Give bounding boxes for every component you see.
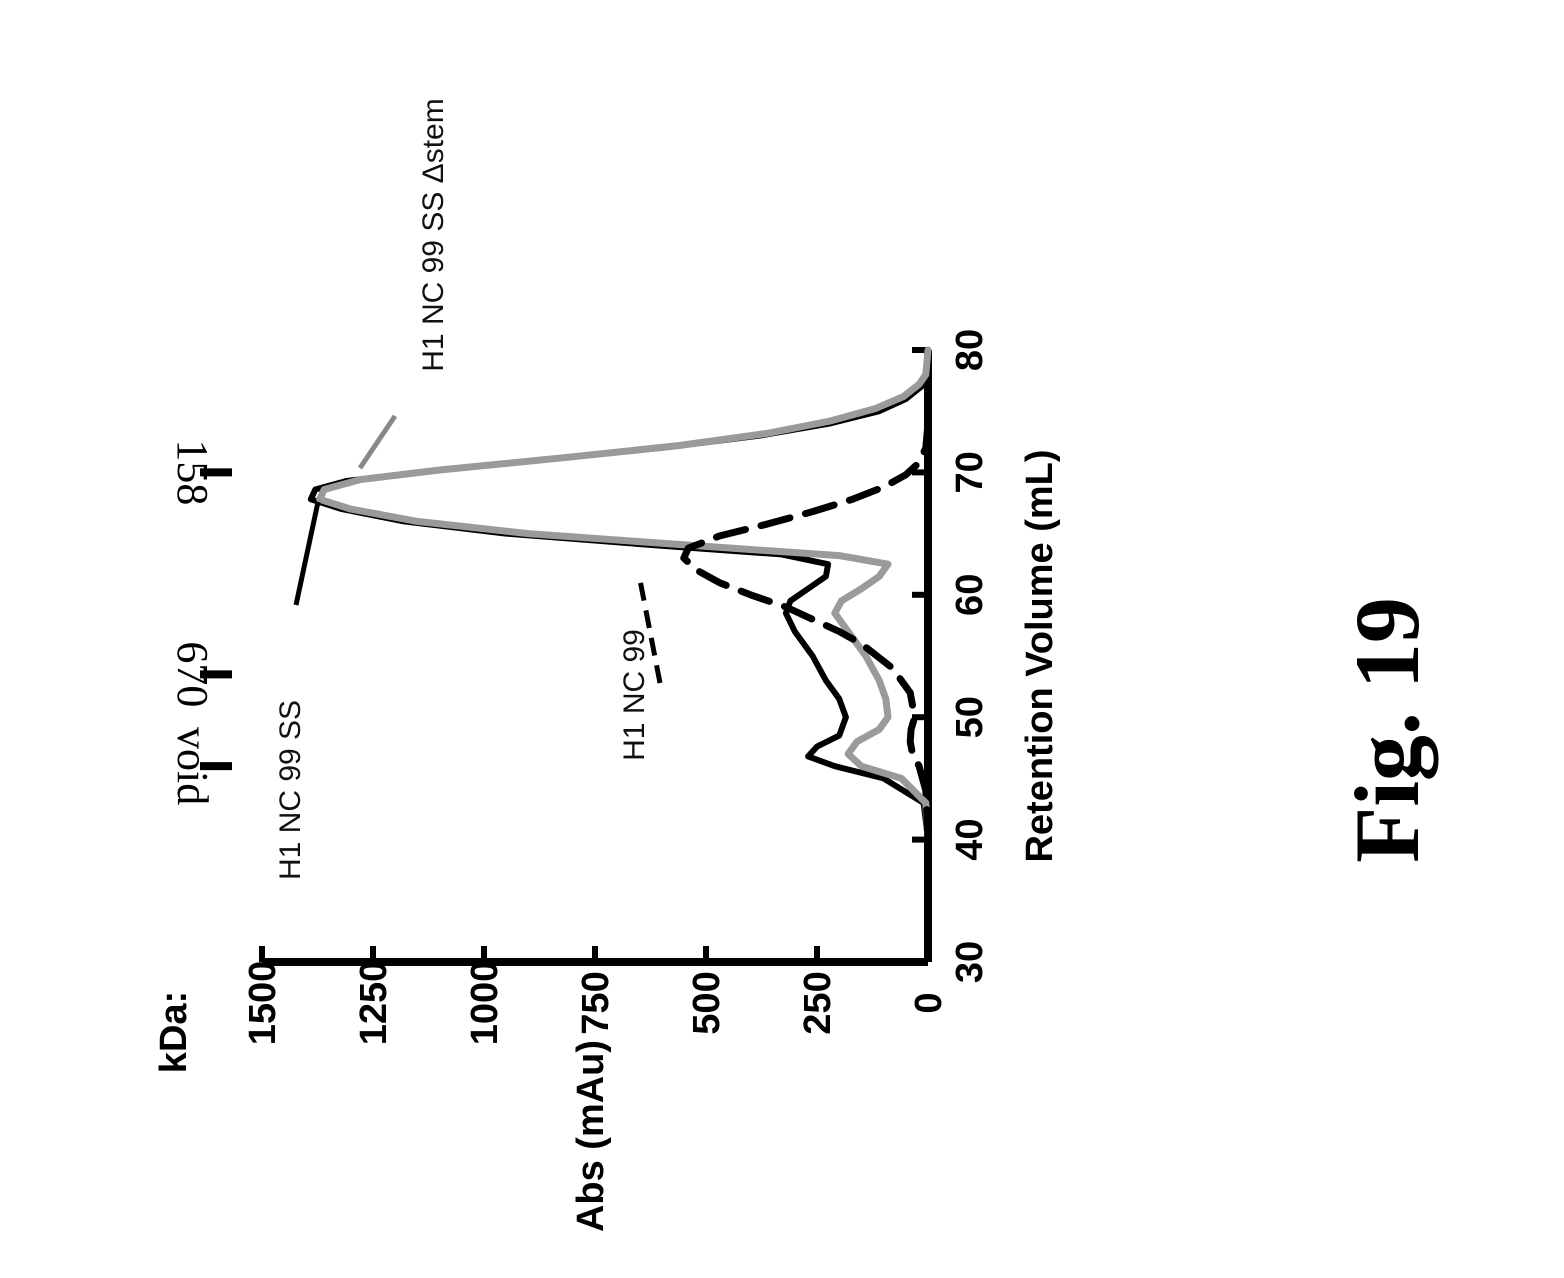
tick-marks — [200, 414, 663, 771]
axes — [259, 347, 932, 966]
y-tick-label: 250 — [797, 971, 839, 1034]
marker-label-670: 670 — [168, 641, 217, 707]
x-tick-label: 80 — [949, 329, 991, 371]
series-annotation-1: H1 NC 99 SS Δstem — [417, 98, 450, 371]
marker-label-158: 158 — [168, 439, 217, 505]
x-tick-label: 40 — [949, 818, 991, 860]
y-tick-label: 1000 — [464, 961, 506, 1046]
y-tick-label: 500 — [686, 971, 728, 1034]
x-tick-label: 60 — [949, 574, 991, 616]
annotation-leader-1 — [357, 414, 398, 470]
x-axis-title: Retention Volume (mL) — [1019, 449, 1061, 862]
x-tick-label: 70 — [949, 451, 991, 493]
y-tick-label: 0 — [908, 992, 950, 1013]
series-line-1 — [316, 346, 932, 844]
series-line-2 — [680, 419, 932, 844]
x-tick-label: 50 — [949, 696, 991, 738]
x-tick-label: 30 — [949, 941, 991, 983]
series-layer — [307, 346, 932, 844]
chart-plot-area — [200, 346, 932, 966]
series-line-0 — [307, 347, 931, 843]
marker-label-void: void — [168, 727, 217, 805]
series-annotation-0: H1 NC 99 SS — [274, 700, 307, 880]
labels: 30 40 50 60 70 80 0 250 500 750 1000 1250 1500 Retent… — [153, 98, 1438, 1232]
y-tick-label: 1500 — [242, 961, 284, 1046]
y-tick-label: 1250 — [353, 961, 395, 1046]
annotation-leader-2 — [637, 579, 663, 684]
figure-label: Fig. 19 — [1336, 597, 1438, 863]
kda-label: kDa: — [153, 991, 195, 1073]
y-tick-label: 750 — [575, 971, 617, 1034]
annotation-leader-0 — [293, 501, 321, 606]
y-axis-title: Abs (mAu) — [570, 1040, 612, 1232]
series-annotation-2: H1 NC 99 — [618, 629, 651, 761]
